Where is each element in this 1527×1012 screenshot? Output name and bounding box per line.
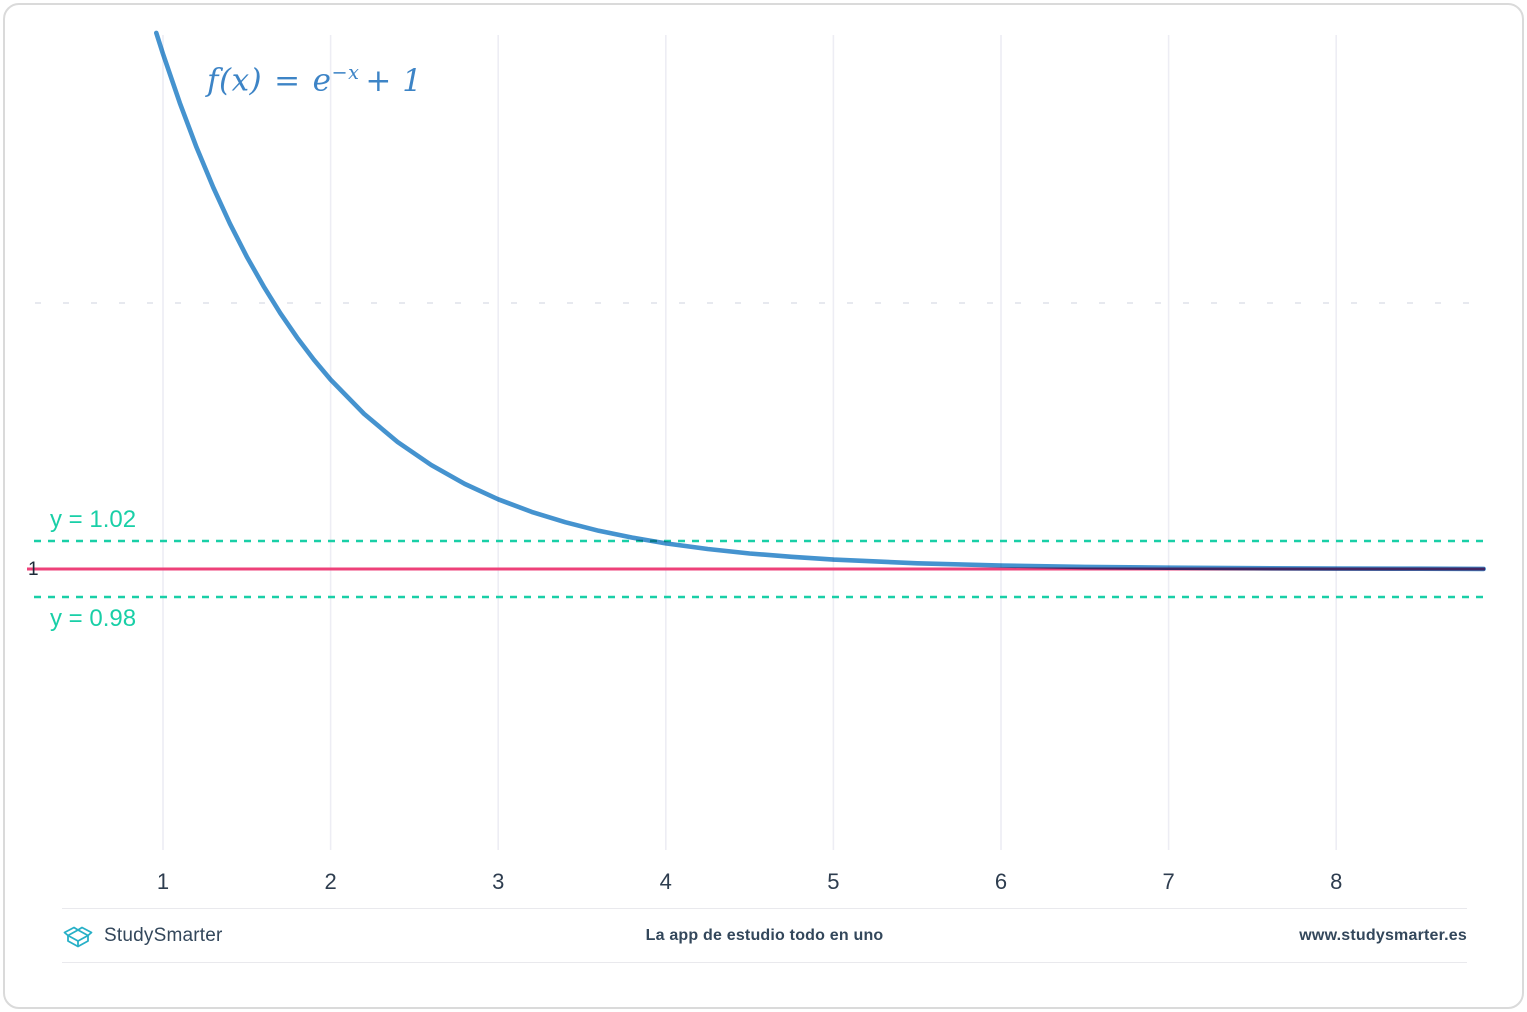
asymptote-value-label: 1: [28, 559, 39, 580]
lower-band-label: y = 0.98: [50, 605, 137, 632]
formula-prefix: f(x): [207, 62, 263, 99]
footer-url: www.studysmarter.es: [1299, 926, 1468, 944]
x-tick-label: 2: [324, 869, 337, 894]
x-tick-label: 5: [827, 869, 840, 894]
x-tick-label: 8: [1330, 869, 1343, 894]
studysmarter-logo-icon: [63, 926, 93, 947]
footer-tagline: La app de estudio todo en uno: [645, 926, 884, 944]
formula-equals: =: [274, 62, 301, 99]
upper-band-label: y = 1.02: [50, 506, 137, 533]
x-tick-label: 6: [994, 869, 1008, 894]
footer-brand: StudySmarter: [62, 920, 646, 952]
formula-suffix: + 1: [365, 62, 423, 99]
footer: StudySmarter La app de estudio todo en u…: [62, 908, 1467, 963]
x-tick-label: 4: [659, 869, 672, 894]
x-tick-label: 7: [1162, 869, 1175, 894]
chart-frame: f(x) = e−x + 1 y = 1.02 y = 0.98 1 1 2 3 4 5 6 7 8…: [3, 3, 1524, 1009]
x-tick-label: 1: [156, 869, 170, 894]
function-formula: f(x) = e−x + 1: [207, 61, 422, 99]
x-tick-label: 3: [492, 869, 505, 894]
function-curve: [154, 30, 1486, 572]
brand-name: StudySmarter: [104, 924, 223, 946]
formula-base: e: [312, 62, 332, 99]
plot-area: [27, 30, 1486, 850]
formula-exponent: −x: [331, 61, 360, 84]
